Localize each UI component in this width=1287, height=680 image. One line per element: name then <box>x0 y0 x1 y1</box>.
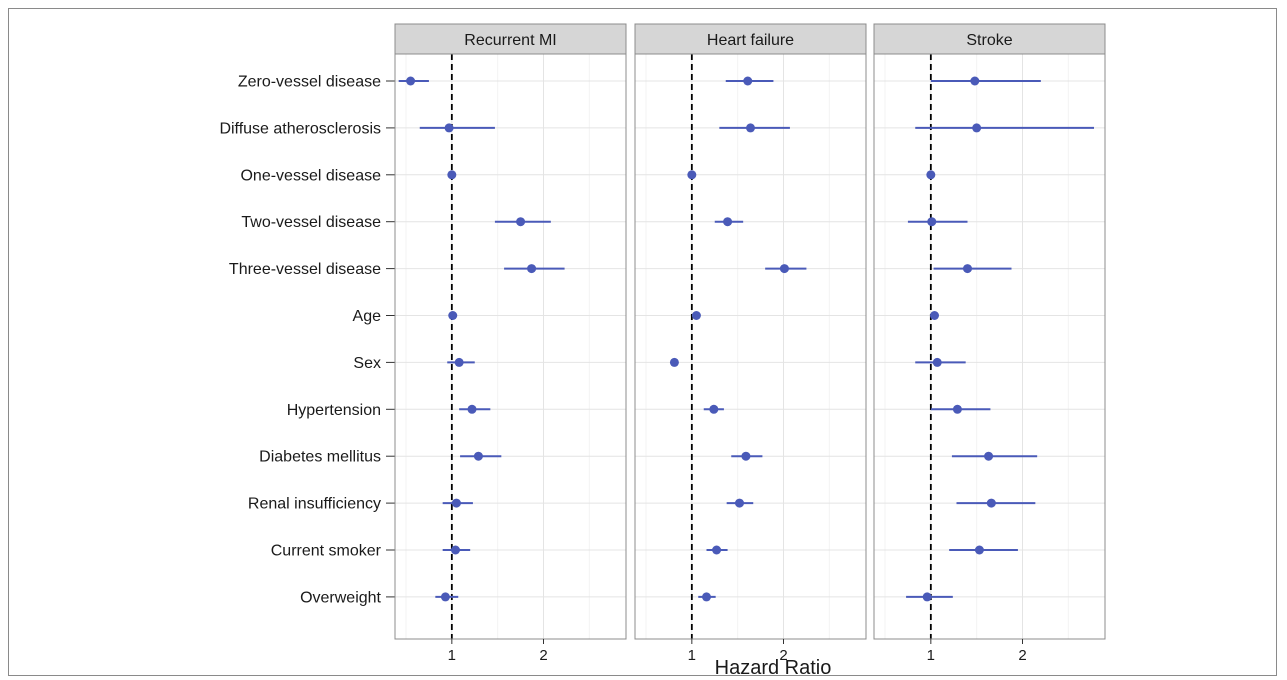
data-point <box>963 264 972 274</box>
data-point <box>930 311 939 320</box>
data-point <box>735 498 744 508</box>
data-point <box>723 217 733 227</box>
forest-plot: Zero-vessel disease Diffuse atheroscleros… <box>219 23 1106 677</box>
data-point <box>709 404 719 414</box>
data-point <box>702 592 711 602</box>
x-tick-label: 2 <box>779 647 787 664</box>
x-tick-label: 1 <box>927 647 935 664</box>
data-point <box>986 498 996 508</box>
category-label: One-vessel disease <box>240 167 381 184</box>
panel-border <box>873 53 1106 640</box>
data-point <box>467 404 477 414</box>
panel-title: Heart failure <box>707 32 794 49</box>
data-point <box>451 498 461 508</box>
data-point <box>779 264 789 274</box>
category-label: Renal insufficiency <box>248 496 381 513</box>
x-tick-label: 2 <box>539 647 547 664</box>
data-point <box>406 76 416 86</box>
panel-title: Stroke <box>966 32 1012 49</box>
data-point <box>984 451 994 461</box>
data-point <box>473 451 483 461</box>
data-point <box>691 311 701 320</box>
plot-area <box>395 54 626 639</box>
category-label: Two-vessel disease <box>241 214 381 231</box>
panel-heart-failure: Heart failure 1 2 <box>634 23 867 664</box>
category-label: Hypertension <box>287 402 381 419</box>
panel-title: Recurrent MI <box>464 32 556 49</box>
data-point <box>741 451 751 461</box>
plot-area <box>874 54 1105 639</box>
data-point <box>972 123 982 133</box>
panel-recurrent-mi: Recurrent MI 1 2 <box>394 23 627 664</box>
data-point <box>444 123 454 133</box>
category-label: Age <box>353 308 382 325</box>
panel-border <box>394 53 627 640</box>
data-point <box>970 76 980 86</box>
data-point <box>454 357 464 367</box>
data-point <box>746 123 755 133</box>
panel-stroke: Stroke 1 2 <box>873 23 1106 664</box>
data-point <box>447 170 457 180</box>
data-point <box>669 357 679 367</box>
x-tick-label: 1 <box>688 647 696 664</box>
data-point <box>743 76 753 86</box>
figure-frame: Zero-vessel disease Diffuse atheroscleros… <box>8 8 1277 677</box>
x-tick-label: 1 <box>448 647 456 664</box>
category-label: Diabetes mellitus <box>259 449 381 466</box>
panel-border <box>634 53 867 640</box>
data-point <box>451 545 460 555</box>
category-labels: Zero-vessel disease Diffuse atheroscleros… <box>219 74 395 606</box>
data-point <box>952 404 962 414</box>
data-point <box>516 217 526 227</box>
panels: Recurrent MI 1 2 Heart failure 1 2 Stroke 1 2 <box>394 23 1106 664</box>
data-point <box>927 217 937 227</box>
data-point <box>922 592 932 602</box>
category-label: Current smoker <box>271 543 382 560</box>
category-label: Three-vessel disease <box>229 261 381 278</box>
panel-strip <box>394 23 627 55</box>
data-point <box>974 545 984 555</box>
plot-area <box>635 54 866 639</box>
data-point <box>926 170 936 180</box>
data-point <box>712 545 722 555</box>
category-label: Zero-vessel disease <box>238 74 381 91</box>
data-point <box>448 311 458 320</box>
data-point <box>932 357 942 367</box>
data-point <box>687 170 697 180</box>
category-label: Sex <box>353 355 381 372</box>
x-tick-label: 2 <box>1018 647 1026 664</box>
data-point <box>527 264 537 274</box>
x-axis-title: Hazard Ratio <box>715 657 832 677</box>
data-point <box>440 592 450 602</box>
panel-strip <box>873 23 1106 55</box>
category-label: Overweight <box>300 589 381 606</box>
category-label: Diffuse atherosclerosis <box>219 120 381 137</box>
